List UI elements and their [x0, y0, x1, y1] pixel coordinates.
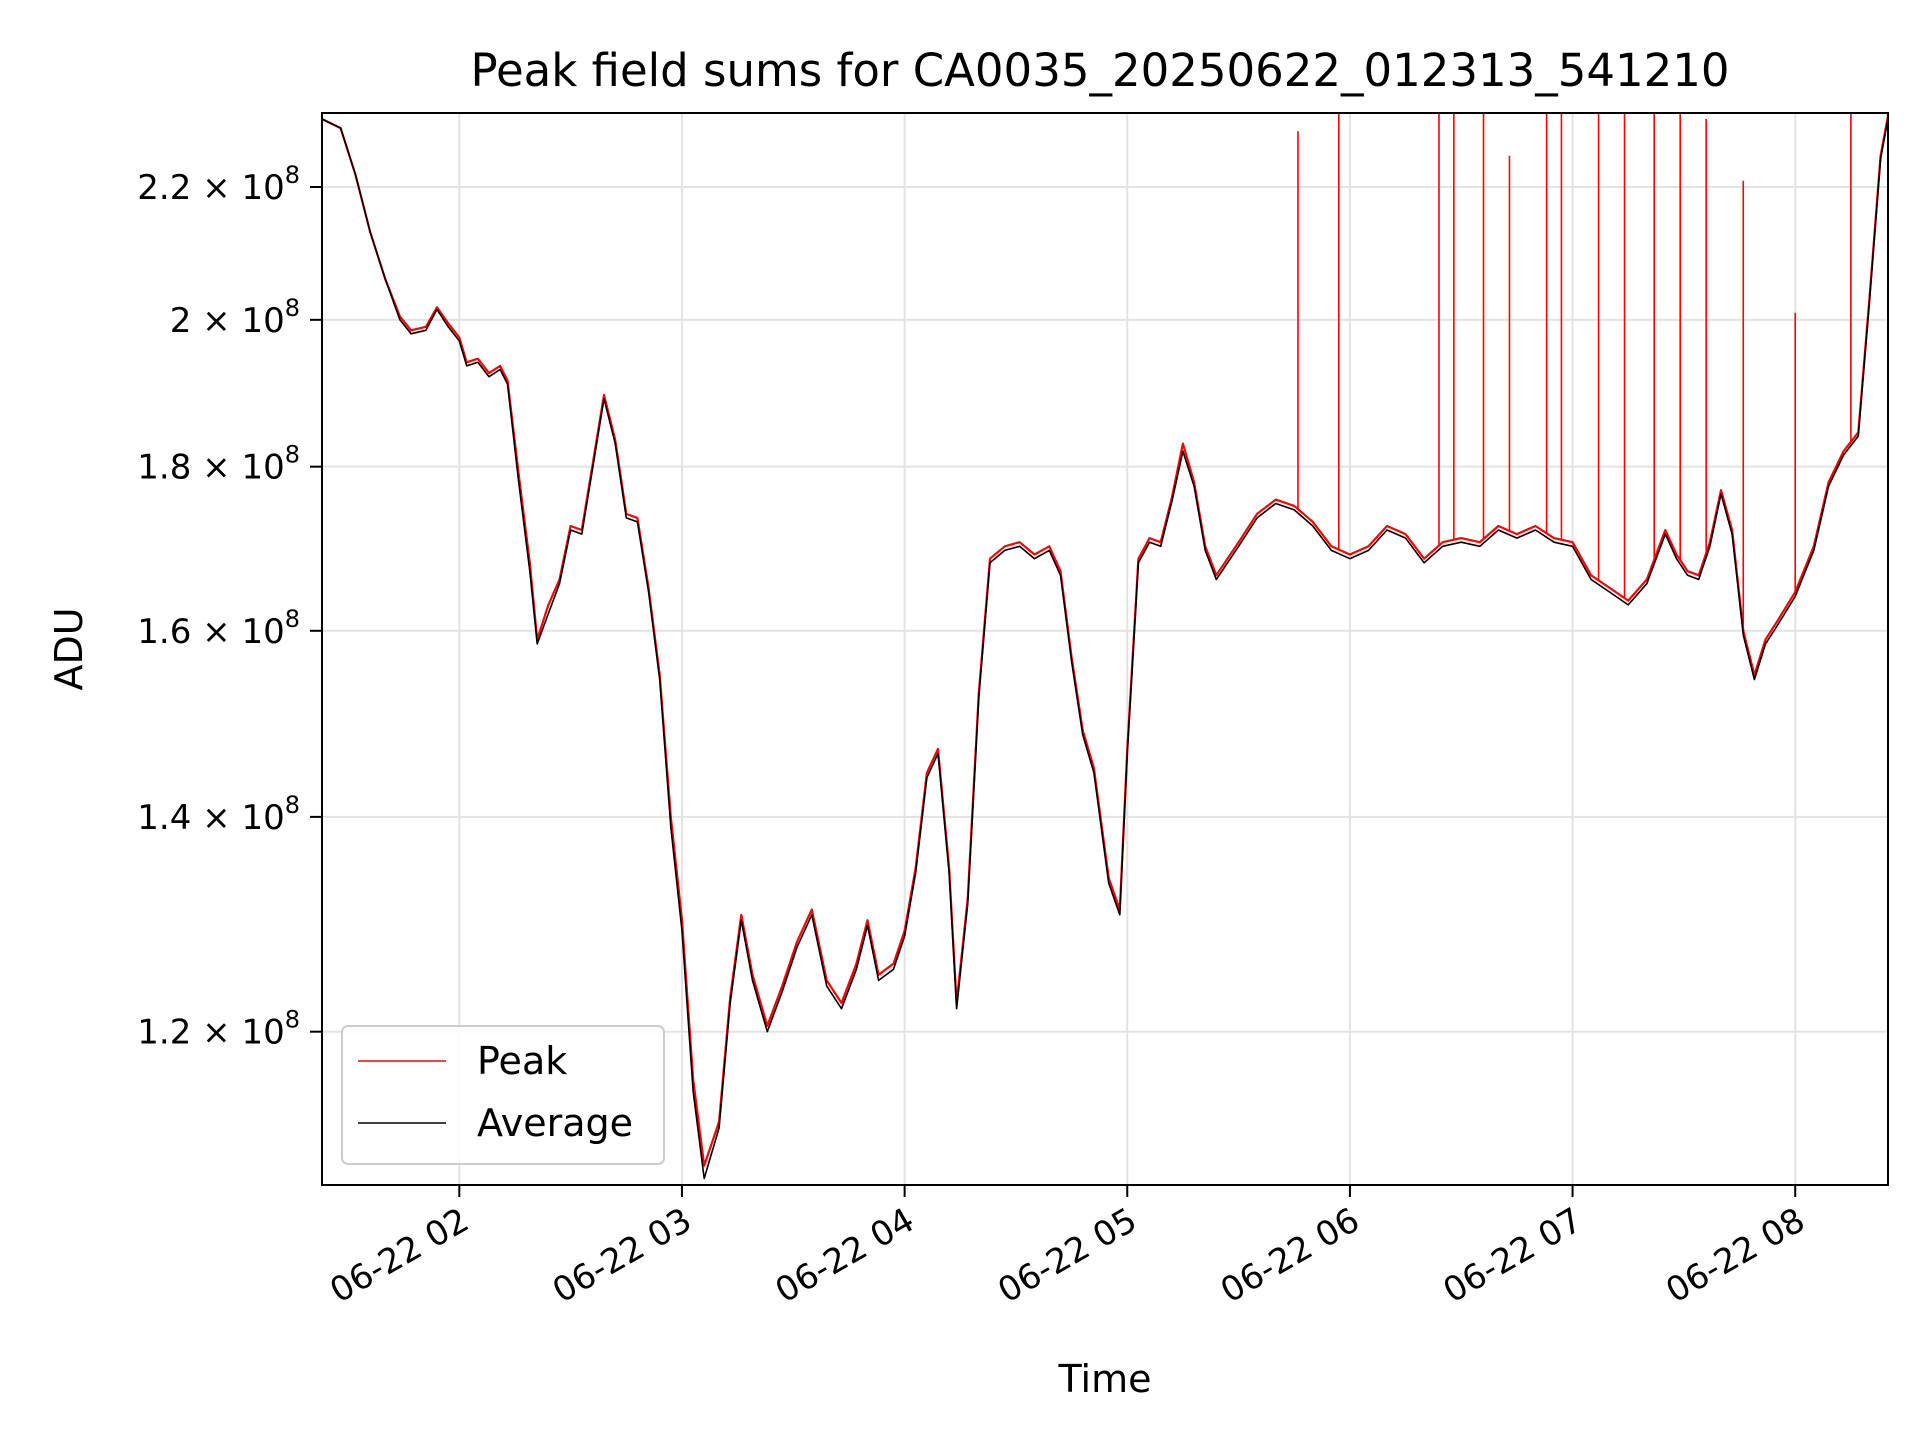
legend-label-peak: Peak [477, 1039, 567, 1083]
series-layer [321, 113, 1890, 1180]
y-tick-times-ten: × 10 [191, 448, 284, 488]
series-line-average [321, 118, 1889, 1180]
y-tick-times-ten: × 10 [191, 301, 284, 341]
y-tick-mantissa: 1.4 [137, 798, 191, 838]
y-tick-mantissa: 1.6 [137, 612, 191, 652]
y-tick-exponent: 8 [285, 161, 300, 189]
y-tick-label: 1.2 × 108 [137, 1006, 300, 1053]
y-tick-exponent: 8 [285, 294, 300, 322]
y-tick-label: 1.8 × 108 [137, 441, 300, 488]
y-tick-times-ten: × 10 [191, 168, 284, 208]
series-peak [321, 113, 1890, 1167]
y-tick-exponent: 8 [285, 441, 300, 469]
chart-title: Peak field sums for CA0035_20250622_0123… [470, 44, 1729, 97]
y-axis-label: ADU [47, 607, 91, 690]
y-tick-mantissa: 1.8 [137, 448, 191, 488]
y-tick-label: 1.4 × 108 [137, 791, 300, 838]
y-tick-mantissa: 2.2 [137, 168, 191, 208]
grid-lines [322, 113, 1888, 1185]
y-tick-label: 2 × 108 [170, 294, 300, 341]
y-tick-mantissa: 2 [170, 301, 192, 341]
y-tick-exponent: 8 [285, 1006, 300, 1034]
y-tick-mantissa: 1.2 [137, 1013, 191, 1053]
x-axis-label: Time [1058, 1357, 1152, 1401]
series-line-peak [321, 115, 1890, 1167]
y-tick-label: 2.2 × 108 [137, 161, 300, 208]
y-tick-exponent: 8 [285, 605, 300, 633]
y-tick-times-ten: × 10 [191, 1013, 284, 1053]
y-tick-times-ten: × 10 [191, 798, 284, 838]
legend-label-average: Average [477, 1101, 633, 1145]
y-tick-label: 1.6 × 108 [137, 605, 300, 652]
legend: Peak Average [341, 1025, 665, 1165]
series-average [321, 118, 1889, 1180]
y-tick-times-ten: × 10 [191, 612, 284, 652]
y-tick-exponent: 8 [285, 791, 300, 819]
plot-frame [321, 112, 1889, 1186]
